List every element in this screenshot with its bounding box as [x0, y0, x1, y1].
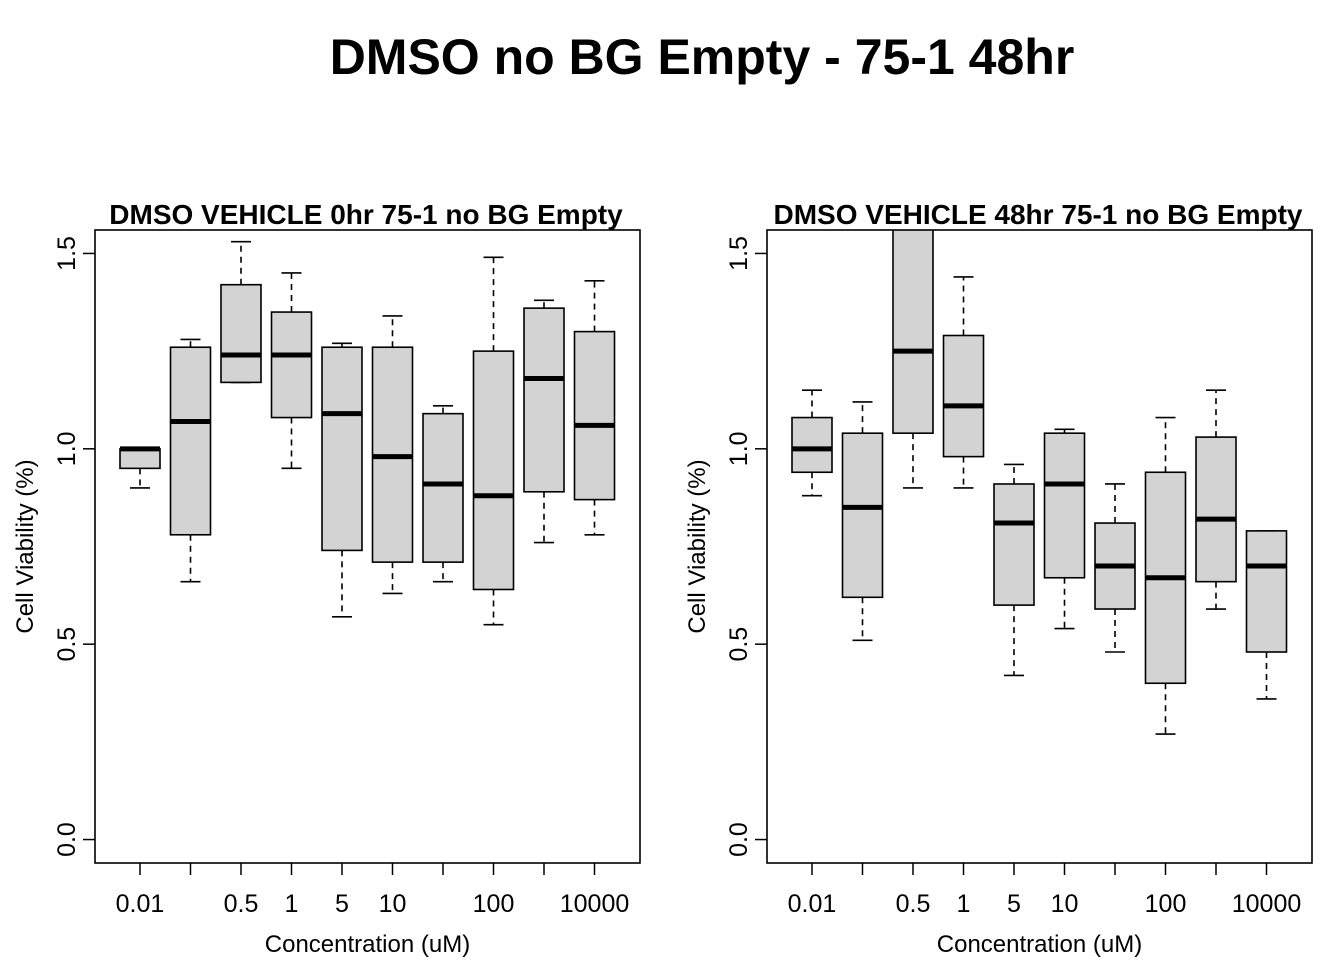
x-tick-label: 10000 [560, 890, 630, 918]
box-9 [1195, 389, 1237, 610]
panel-title: DMSO VEHICLE 48hr 75-1 no BG Empty [774, 199, 1303, 230]
box-body [169, 346, 212, 536]
box-body [270, 311, 313, 419]
box-5 [993, 463, 1035, 677]
box-body [472, 350, 515, 591]
chart-panel-2: DMSO VEHICLE 48hr 75-1 no BG Empty 0.0 0.5… [684, 199, 1313, 958]
box-body [993, 483, 1035, 606]
box-6 [371, 315, 414, 595]
plot-frame [766, 229, 1313, 864]
panel-title: DMSO VEHICLE 0hr 75-1 no BG Empty [109, 199, 623, 230]
x-tick-label: 5 [335, 890, 349, 918]
box-8 [472, 256, 515, 626]
x-tick-label: 1 [957, 890, 971, 918]
box-body [892, 230, 934, 434]
figure-title: DMSO no BG Empty - 75-1 48hr [329, 29, 1075, 85]
x-tick-label: 10 [379, 890, 407, 918]
plot-frame [94, 229, 641, 864]
y-axis-label: Cell Viability (%) [684, 459, 711, 633]
y-tick-label: 1.0 [725, 431, 753, 466]
boxes-group [791, 230, 1288, 735]
x-tick-label: 1 [285, 890, 299, 918]
box-3 [892, 230, 934, 489]
y-tick-label: 0.0 [53, 822, 81, 857]
x-tick-label: 100 [473, 890, 515, 918]
box-5 [321, 342, 363, 618]
boxes-group [119, 240, 616, 626]
y-tick-label: 0.0 [725, 822, 753, 857]
box-body [841, 432, 884, 599]
box-2 [841, 401, 884, 642]
y-axis-label: Cell Viability (%) [12, 459, 39, 633]
y-tick-label: 1.5 [53, 236, 81, 271]
box-body [523, 307, 565, 493]
box-1 [119, 446, 161, 489]
box-body [1245, 530, 1288, 653]
x-tick-label: 10000 [1232, 890, 1302, 918]
box-body [1195, 436, 1237, 583]
box-7 [1094, 483, 1136, 653]
x-tick-label: 0.5 [224, 890, 259, 918]
box-10 [1245, 530, 1288, 700]
box-3 [220, 240, 262, 384]
box-4 [942, 276, 985, 489]
box-8 [1144, 416, 1187, 735]
box-body [422, 412, 464, 563]
box-body [220, 283, 262, 384]
y-tick-label: 0.5 [725, 627, 753, 662]
x-axis-label: Concentration (uM) [937, 931, 1142, 958]
x-tick-label: 0.5 [896, 890, 931, 918]
box-body [791, 416, 833, 474]
y-tick-label: 1.0 [53, 431, 81, 466]
box-body [573, 330, 616, 501]
x-tick-label: 10 [1051, 890, 1079, 918]
y-tick-label: 1.5 [725, 236, 753, 271]
box-body [119, 448, 161, 470]
box-4 [270, 272, 313, 470]
box-body [1043, 432, 1086, 579]
box-1 [791, 389, 833, 497]
y-tick-label: 0.5 [53, 627, 81, 662]
chart-panel-1: DMSO VEHICLE 0hr 75-1 no BG Empty 0.0 0.5 1… [12, 199, 641, 958]
x-tick-label: 5 [1007, 890, 1021, 918]
x-axis-label: Concentration (uM) [265, 931, 470, 958]
box-body [321, 346, 363, 552]
box-2 [169, 338, 212, 583]
x-tick-label: 0.01 [116, 890, 165, 918]
x-tick-label: 100 [1145, 890, 1187, 918]
x-tick-label: 0.01 [788, 890, 837, 918]
box-9 [523, 299, 565, 544]
box-6 [1043, 428, 1086, 630]
box-body [942, 334, 985, 458]
box-7 [422, 405, 464, 583]
box-10 [573, 279, 616, 536]
